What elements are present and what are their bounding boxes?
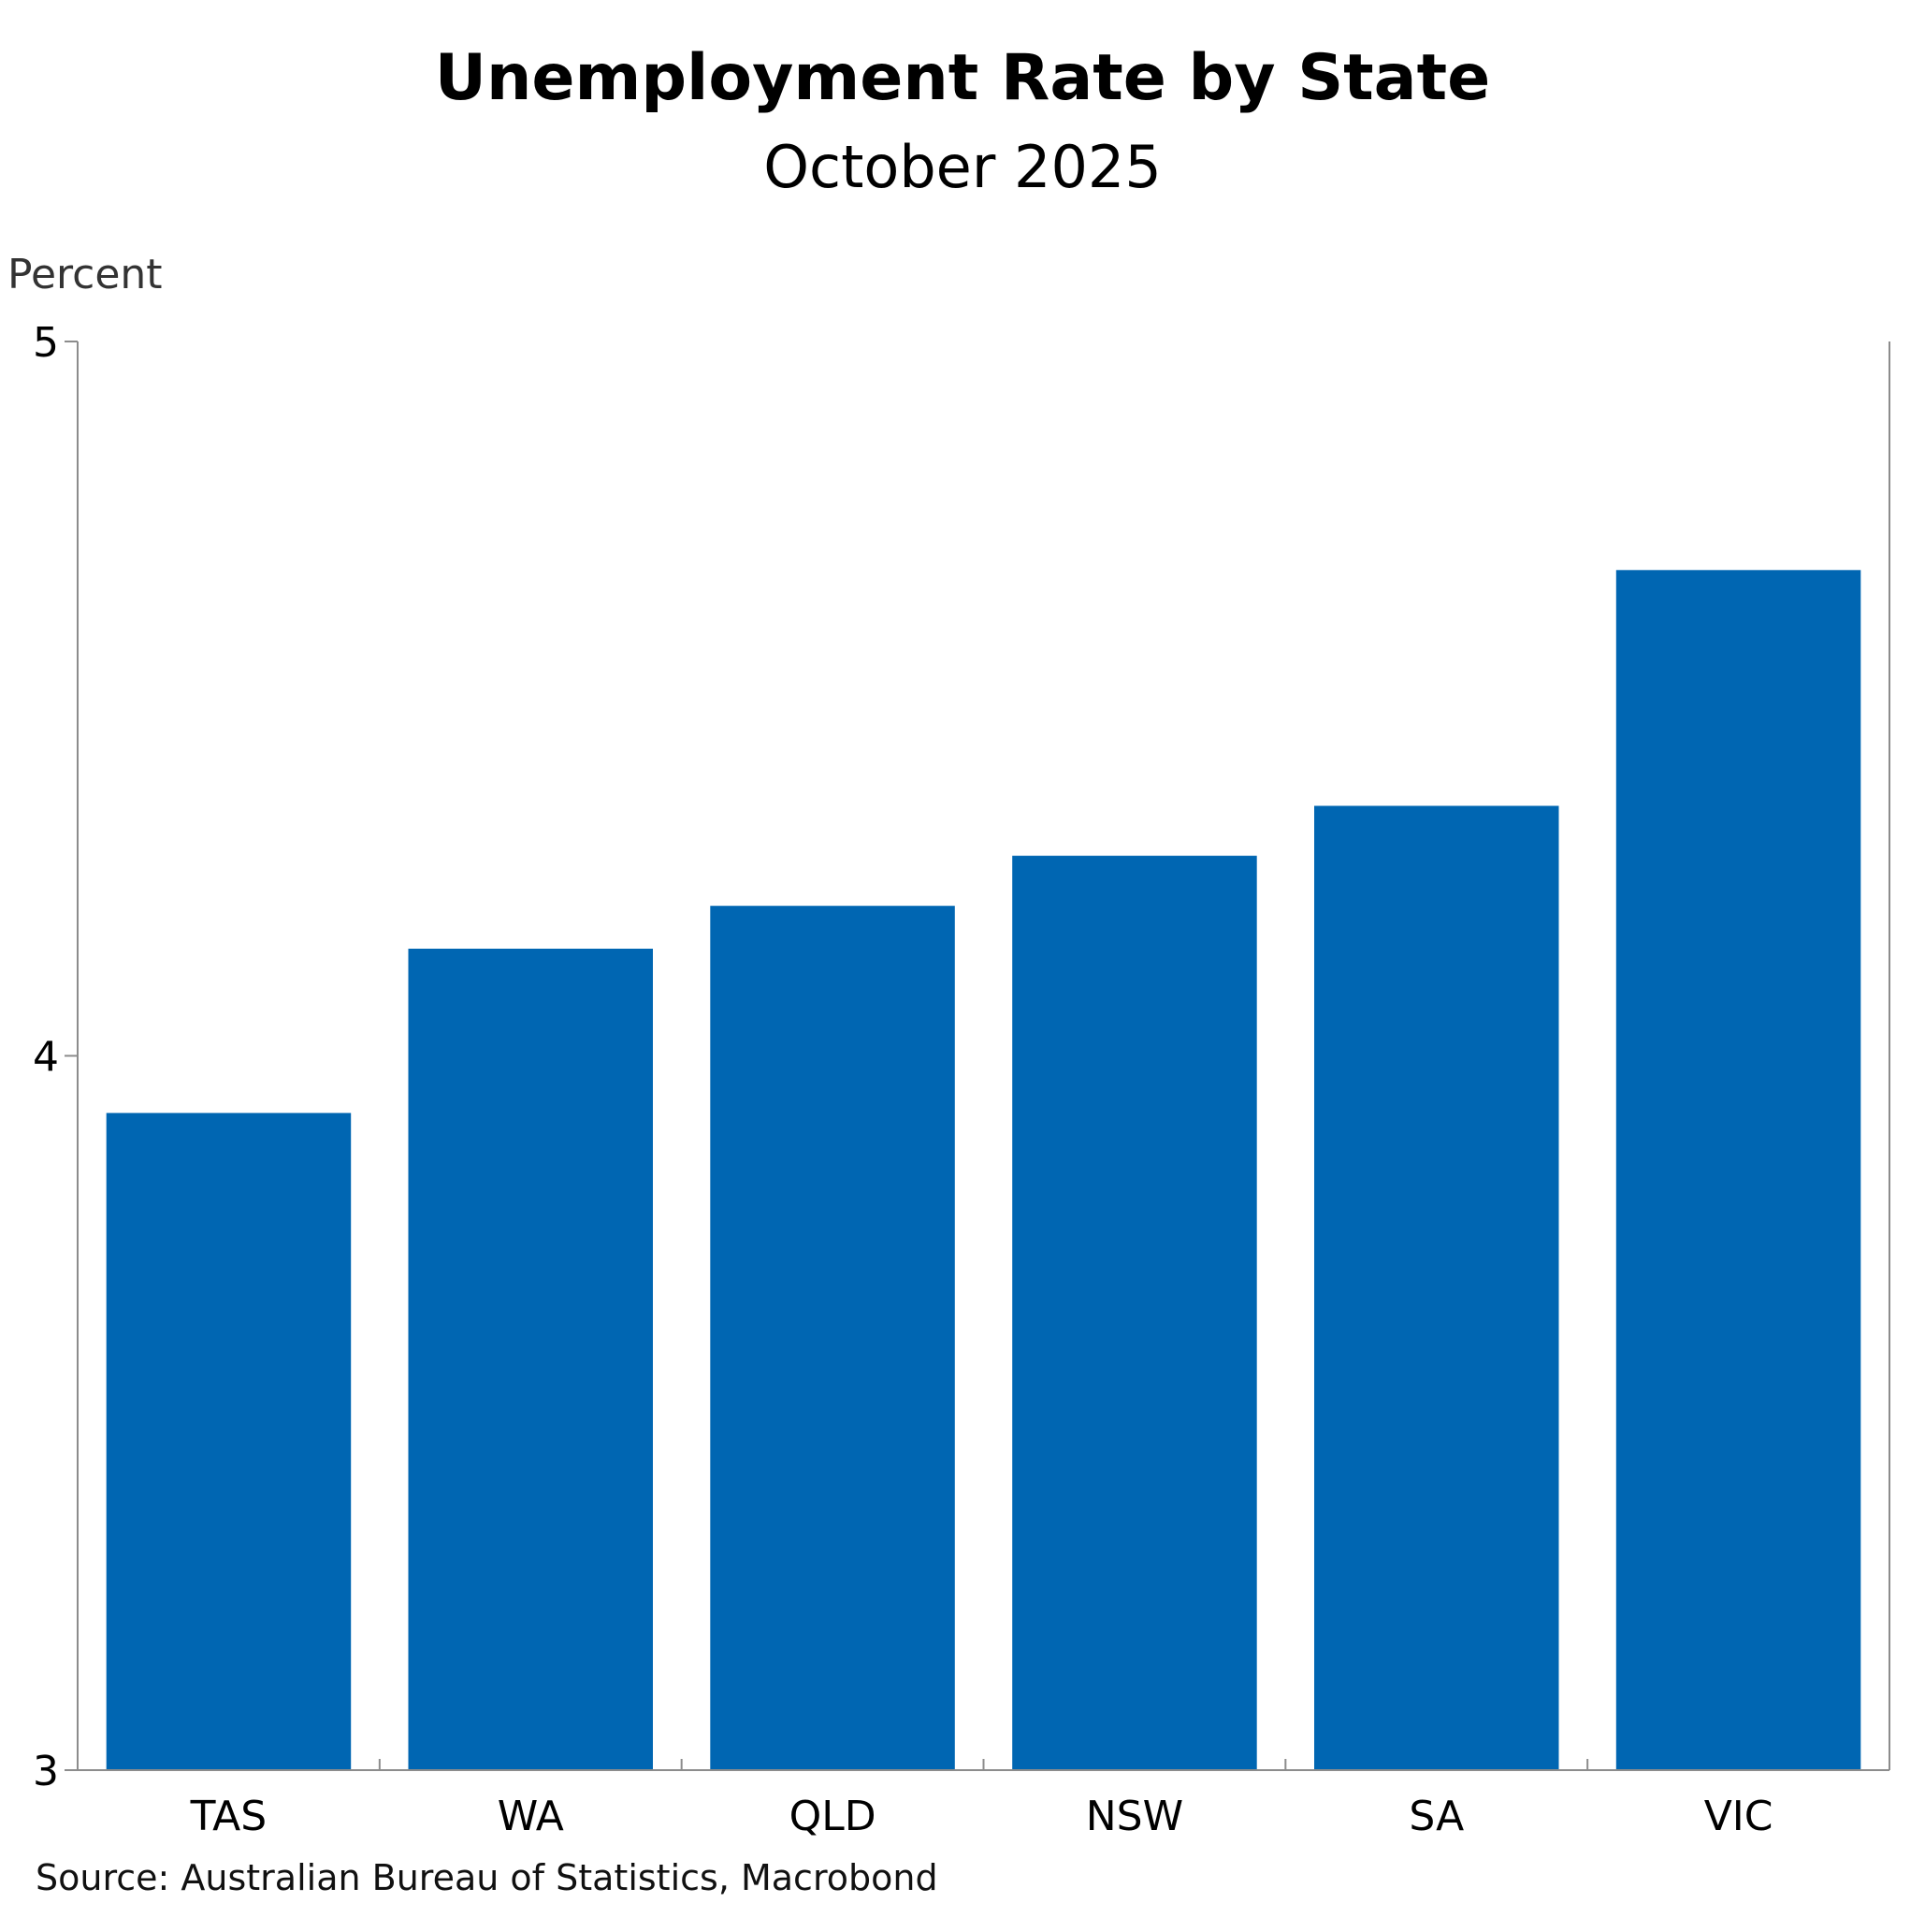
bar-sa: [1314, 806, 1559, 1770]
bar-wa: [408, 949, 653, 1770]
y-axis-label: Percent: [7, 251, 163, 298]
x-tick-label-vic: VIC: [1704, 1793, 1773, 1840]
y-tick-label-3: 3: [33, 1748, 59, 1795]
x-tick-label-nsw: NSW: [1086, 1793, 1183, 1840]
x-tick-label-tas: TAS: [190, 1793, 268, 1840]
bar-vic: [1615, 570, 1861, 1770]
chart-subtitle: October 2025: [763, 133, 1162, 201]
x-tick-label-qld: QLD: [789, 1793, 876, 1840]
x-tick-label-sa: SA: [1409, 1793, 1464, 1840]
y-tick-label-4: 4: [33, 1034, 59, 1082]
x-tick-label-wa: WA: [498, 1793, 564, 1840]
chart-title: Unemployment Rate by State: [434, 41, 1491, 115]
bar-nsw: [1012, 855, 1257, 1770]
bar-tas: [106, 1112, 352, 1770]
y-tick-label-5: 5: [33, 319, 59, 367]
bar-qld: [710, 906, 955, 1770]
source-note: Source: Australian Bureau of Statistics,…: [36, 1857, 938, 1898]
